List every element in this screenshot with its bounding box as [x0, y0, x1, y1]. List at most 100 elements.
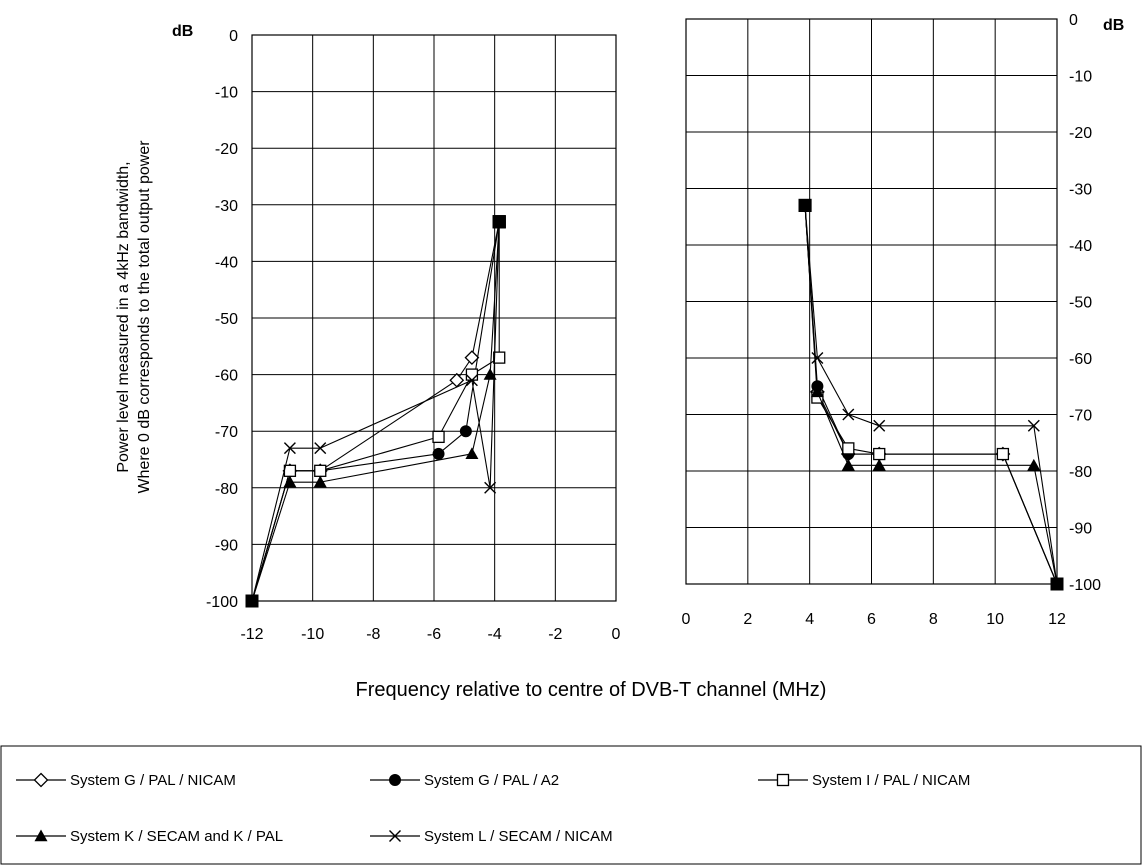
- left-series-2-point-3: [432, 430, 445, 444]
- right-y-tick-label: -80: [1069, 464, 1092, 481]
- left-series-4-point-1: [283, 442, 296, 455]
- left-y-tick-label: -100: [206, 594, 238, 611]
- left-y-tick-label: -70: [215, 424, 238, 441]
- right-x-tick-label: 2: [743, 611, 752, 628]
- left-unit-label: dB: [172, 23, 193, 40]
- left-plot-panel: -12 -10 -8 -6 -4 -2 00-10-20-30-40-50-60-70-80…: [206, 28, 621, 643]
- right-series-4-point-5: [1050, 577, 1064, 591]
- left-series-4-point-2: [314, 442, 327, 455]
- legend-label-1: System G / PAL / A2: [424, 772, 559, 789]
- legend-label-0: System G / PAL / NICAM: [70, 772, 236, 789]
- right-series-4-point-4-stroke-b: [1027, 419, 1040, 432]
- left-series-4-point-3-stroke-b: [465, 374, 478, 387]
- left-y-tick-label: -50: [215, 311, 238, 328]
- left-y-tick-label: -20: [215, 141, 238, 158]
- left-series-4-point-4: [484, 481, 497, 494]
- left-y-tick-label: -40: [215, 254, 238, 271]
- right-plot-frame: [685, 18, 1058, 585]
- right-y-tick-label: -40: [1069, 238, 1092, 255]
- left-x-tick-label: -10: [301, 626, 324, 643]
- left-x-tick-label: -2: [548, 626, 562, 643]
- right-series-4-point-1-stroke-b: [811, 352, 824, 364]
- legend-marker-4: [389, 830, 401, 842]
- legend-marker-2: [776, 773, 790, 787]
- right-series-4-point-3-stroke-b: [873, 419, 886, 432]
- right-y-tick-label: -20: [1069, 125, 1092, 142]
- left-series-2-point-5: [493, 351, 506, 364]
- left-y-tick-label: 0: [229, 28, 238, 45]
- legend-box: [0, 745, 1142, 865]
- right-series-4-point-4: [1027, 419, 1040, 432]
- right-series-line-4: [804, 205, 1058, 585]
- legend-label-3: System K / SECAM and K / PAL: [70, 828, 283, 845]
- left-series-4-point-3: [465, 374, 478, 387]
- left-series-1-point-4: [459, 425, 472, 438]
- legend: System G / PAL / NICAM System G / PAL / A…: [0, 745, 1142, 865]
- right-plot-panel: 0 2 4 6 8 10 12 0 -10 -20 -30 -40 -50 -60 -70 -80 -90 -10…: [682, 12, 1102, 628]
- left-x-tick-label: -6: [427, 626, 441, 643]
- right-y-tick-label: -60: [1069, 351, 1092, 368]
- right-y-tick-label: -10: [1069, 69, 1092, 86]
- left-series-line-4: [251, 221, 500, 602]
- y-axis-label-line1: Power level measured in a 4kHz bandwidth…: [115, 161, 132, 472]
- left-series-4-point-5: [492, 215, 506, 229]
- right-unit-label: dB: [1103, 17, 1124, 34]
- right-y-tick-label: -30: [1069, 182, 1092, 199]
- right-x-tick-label: 12: [1048, 611, 1066, 628]
- left-series-2-point-1: [283, 464, 297, 477]
- legend-marker-3: [34, 829, 48, 842]
- right-series-4-point-1: [811, 352, 824, 364]
- left-y-tick-label: -60: [215, 368, 238, 385]
- right-x-tick-label: 10: [986, 611, 1004, 628]
- legend-marker-1: [389, 774, 401, 786]
- left-series-3-point-3: [465, 447, 479, 460]
- left-plot-frame: [251, 34, 617, 602]
- left-series-2-point-2: [314, 464, 327, 477]
- left-y-tick-label: -90: [215, 537, 238, 554]
- left-x-tick-label: -12: [240, 626, 263, 643]
- left-series-3-point-1: [283, 475, 297, 488]
- left-y-tick-label: -10: [215, 85, 238, 102]
- left-x-tick-label: -4: [488, 626, 502, 643]
- right-series-3-point-2: [841, 458, 855, 471]
- left-series-4-point-1-stroke-b: [283, 442, 296, 455]
- legend-marker-4-stroke-b: [389, 830, 401, 842]
- right-series-4-point-3: [873, 419, 886, 432]
- left-series-0-point-4: [464, 350, 480, 366]
- legend-label-4: System L / SECAM / NICAM: [424, 828, 613, 845]
- right-x-tick-label: 8: [929, 611, 938, 628]
- right-x-tick-label: 6: [867, 611, 876, 628]
- right-series-3-point-1: [810, 385, 824, 398]
- right-y-tick-label: -50: [1069, 295, 1092, 312]
- right-series-4-point-2-stroke-b: [842, 408, 855, 421]
- right-x-tick-label: 0: [682, 611, 691, 628]
- right-series-3-point-4: [1027, 458, 1041, 471]
- right-y-tick-label: 0: [1069, 12, 1078, 29]
- left-series-line-3: [251, 221, 500, 602]
- y-axis-label-line2: Where 0 dB corresponds to the total outp…: [136, 140, 153, 494]
- legend-label-2: System I / PAL / NICAM: [812, 772, 970, 789]
- left-y-tick-label: -30: [215, 198, 238, 215]
- right-y-tick-label: -90: [1069, 521, 1092, 538]
- left-series-4-point-0: [245, 594, 259, 608]
- left-x-tick-label: 0: [612, 626, 621, 643]
- legend-marker-0: [33, 772, 49, 788]
- right-series-2-point-4: [996, 447, 1010, 461]
- right-series-3-point-3: [872, 458, 886, 471]
- left-series-1-point-3: [432, 447, 445, 460]
- left-y-tick-label: -80: [215, 481, 238, 498]
- right-series-2-point-2: [842, 442, 855, 455]
- right-y-tick-label: -100: [1069, 577, 1101, 594]
- right-series-4-point-2: [842, 408, 855, 421]
- left-series-2-point-4: [465, 368, 479, 381]
- left-series-3-point-2: [313, 475, 327, 488]
- left-x-tick-label: -8: [366, 626, 380, 643]
- x-axis-label: Frequency relative to centre of DVB-T ch…: [356, 679, 827, 701]
- right-series-2-point-3: [873, 447, 886, 461]
- left-series-4-point-4-stroke-b: [484, 481, 497, 494]
- right-series-4-point-0: [798, 198, 812, 212]
- right-y-tick-label: -70: [1069, 408, 1092, 425]
- left-series-4-point-2-stroke-b: [314, 442, 327, 455]
- right-x-tick-label: 4: [805, 611, 814, 628]
